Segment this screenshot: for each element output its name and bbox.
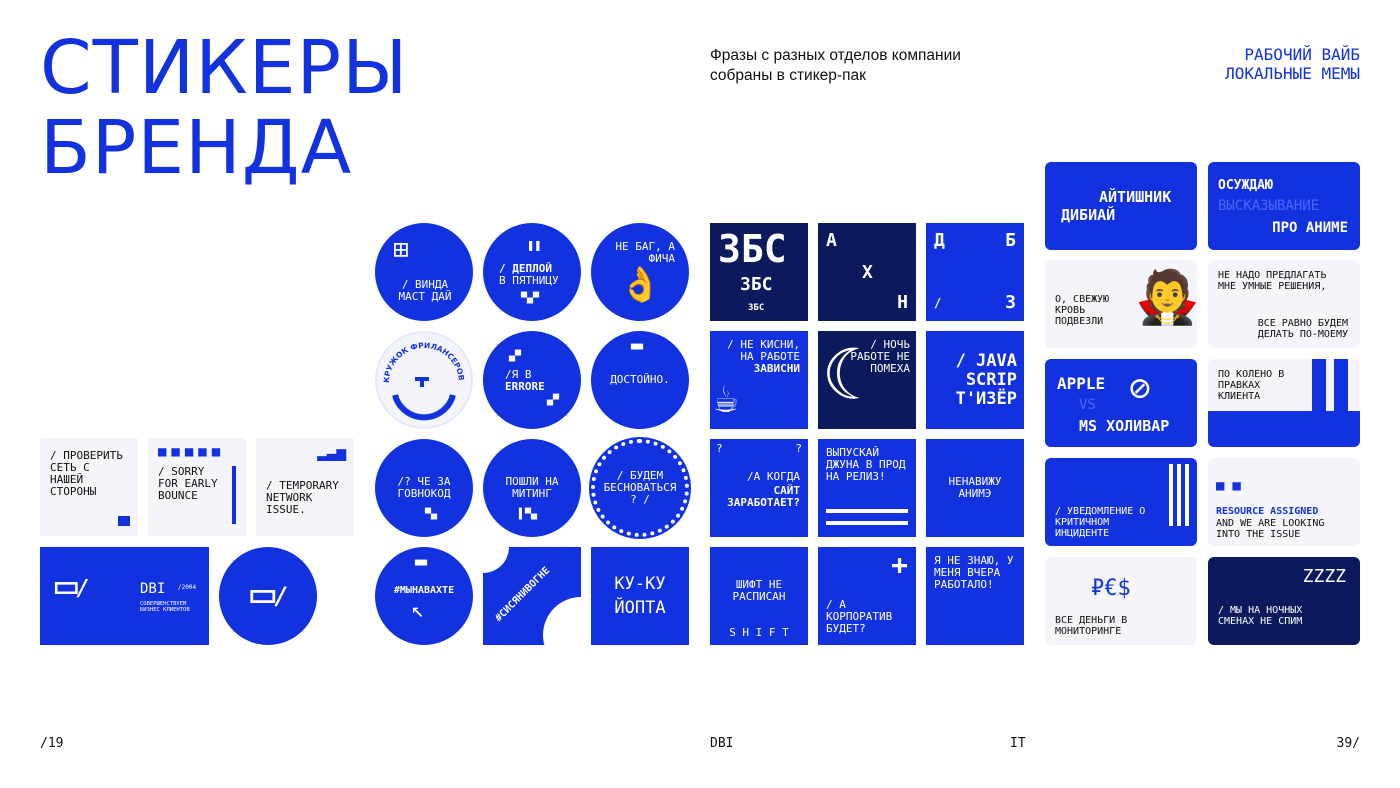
cursor-icon: ↖	[411, 598, 425, 623]
sticker-ne-kisni: / НЕ КИСНИ, НА РАБОТЕ ЗАВИСНИ ☕	[710, 331, 808, 429]
sticker-svezhaya-krov: О, СВЕЖУЮ КРОВЬ ПОДВЕЗЛИ 🧛	[1045, 260, 1197, 348]
sticker-sayt: ? ? /А КОГДА САЙТ ЗАРАБОТАЕТ?	[710, 439, 808, 537]
tagline: РАБОЧИЙ ВАЙБ ЛОКАЛЬНЫЕ МЕМЫ	[1225, 45, 1360, 83]
svg-text:КРУЖОК ФРИЛАНСЕРОВ: КРУЖОК ФРИЛАНСЕРОВ	[382, 341, 466, 383]
leg-decoration	[1334, 359, 1348, 419]
pixel-icon: ▌▀▄	[519, 509, 538, 520]
progress-line	[826, 509, 908, 513]
sticker-ne-nado: НЕ НАДО ПРЕДЛАГАТЬ МНЕ УМНЫЕ РЕШЕНИЯ, ВС…	[1208, 260, 1360, 348]
sticker-kruzhok: КРУЖОК ФРИЛАНСЕРОВ	[375, 331, 473, 429]
sticker-sorry-bounce: ■■■■■ / SORRY FOR EARLY BOUNCE	[148, 438, 246, 536]
sticker-dengi: ₽€$ ВСЕ ДЕНЬГИ В МОНИТОРИНГЕ	[1045, 557, 1197, 645]
moon-icon: ☾	[822, 334, 865, 416]
sticker-ne-bag: НЕ БАГ, А ФИЧА 👌	[591, 223, 689, 321]
pixel-icon: ▄▀	[547, 395, 560, 406]
dbi-logo-icon: ⊏⊐/	[249, 582, 288, 610]
sticker-osuzhdayu: ОСУЖДАЮ ВЫСКАЗЫВАНИЕ ПРО АНИМЕ	[1208, 162, 1360, 250]
pixel-icon: ▀▄	[425, 509, 438, 520]
sticker-aytishnik: АЙТИШНИК ДИБИАЙ	[1045, 162, 1197, 250]
sticker-apple-vs-ms: APPLE VS MS ХОЛИВАР ⊘	[1045, 359, 1197, 447]
dbi-logo-icon: ⊏⊐/	[54, 576, 90, 601]
sticker-dbi-logo: ⊏⊐/ DBI /2004 СОВЕРШЕНСТВУЕМ БИЗНЕС КЛИЕ…	[40, 547, 209, 645]
footer-section: IT	[1010, 736, 1026, 751]
circle-decoration	[483, 547, 509, 573]
ban-icon: ⊘	[1129, 368, 1151, 409]
sticker-deploy: ❚❚ / ДЕПЛОЙ В ПЯТНИЦУ ▀▄▀	[483, 223, 581, 321]
sticker-check-network: / ПРОВЕРИТЬ СЕТЬ С НАШЕЙ СТОРОНЫ	[40, 438, 138, 536]
page-subtitle: Фразы с разных отделов компании собраны …	[710, 47, 961, 84]
sticker-zbs: ЗБС ЗБС ЗБС	[710, 223, 808, 321]
dots-decoration: ■■■■■	[158, 444, 226, 460]
circle-decoration	[543, 597, 581, 645]
sticker-noch: ☾ / НОЧЬ РАБОТЕ НЕ ПОМЕХА	[818, 331, 916, 429]
sticker-ne-znayu: Я НЕ ЗНАЮ, У МЕНЯ ВЧЕРА РАБОТАЛО!	[926, 547, 1024, 645]
sticker-po-koleno: ПО КОЛЕНО В ПРАВКАХ КЛИЕНТА	[1208, 359, 1360, 447]
pixel-icon: ▀▀	[631, 345, 644, 356]
sticker-java: / JAVA SCRIP Т'ИЗЁР	[926, 331, 1024, 429]
sticker-shift: ШИФТ НЕ РАСПИСАН S H I F T	[710, 547, 808, 645]
sticker-besnovatsya: / БУДЕМ БЕСНОВАТЬСЯ ? /	[591, 439, 689, 537]
sticker-uvedomlenie: / УВЕДОМЛЕНИЕ О КРИТИЧНОМ ИНЦИДЕНТЕ	[1045, 458, 1197, 546]
sticker-dbi-circle: ⊏⊐/	[219, 547, 317, 645]
progress-line	[826, 521, 908, 525]
pixel-icon: ▄▀	[509, 351, 522, 362]
sticker-resource-assigned: ■■ RESOURCE ASSIGNED AND WE ARE LOOKING …	[1208, 458, 1360, 546]
ok-hand-icon: 👌	[619, 265, 662, 305]
sticker-nenavizhu: НЕНАВИЖУ АНИМЭ	[926, 439, 1024, 537]
footer-brand: DBI	[710, 736, 734, 751]
plus-icon: +	[891, 548, 908, 581]
smile-icon: КРУЖОК ФРИЛАНСЕРОВ	[382, 341, 466, 421]
sticker-miting: ПОШЛИ НА МИТИНГ ▌▀▄	[483, 439, 581, 537]
page-number-left: /19	[40, 736, 64, 751]
vampire-icon: 🧛	[1135, 268, 1197, 328]
windows-icon: ⊞	[393, 235, 409, 265]
bar-decoration	[1177, 464, 1181, 526]
bar-decoration	[1185, 464, 1189, 526]
page-title: СТИКЕРЫ БРЕНДА	[40, 25, 409, 191]
sticker-govnokod: /? ЧЕ ЗА ГОВНОКОД ▀▄	[375, 439, 473, 537]
sticker-nochnye-smeny: zzZZ / МЫ НА НОЧНЫХ СМЕНАХ НЕ СПИМ	[1208, 557, 1360, 645]
sticker-dostoyno: ▀▀ ДОСТОЙНО.	[591, 331, 689, 429]
bar-decoration	[232, 466, 236, 524]
page-number-right: 39/	[1336, 736, 1360, 751]
pixel-icon: ■■	[1216, 478, 1249, 494]
sticker-vinda: ⊞ / ВИНДА МАСТ ДАЙ	[375, 223, 473, 321]
sticker-db: Д Б / З	[926, 223, 1024, 321]
bar-decoration	[1169, 464, 1173, 526]
sticker-vypuskay: ВЫПУСКАЙ ДЖУНА В ПРОД НА РЕЛИЗ!	[818, 439, 916, 537]
sticker-sisyanivogne: #СИСЯНИВОГНЕ	[483, 547, 581, 645]
sticker-ahn: А Х Н	[818, 223, 916, 321]
pixel-icon	[118, 516, 130, 526]
pixel-icon: ▀▀	[415, 561, 428, 572]
pixel-icon: ▀▄▀	[521, 293, 540, 304]
coffee-cup-icon: ☕	[714, 376, 739, 422]
currency-icons: ₽€$	[1091, 576, 1131, 601]
sticker-korporativ: + / А КОРПОРАТИВ БУДЕТ?	[818, 547, 916, 645]
sticker-ku-ku: КУ-КУ ЙОПТА	[591, 547, 689, 645]
leg-decoration	[1312, 359, 1326, 419]
sticker-temporary-issue: ▂▃▅ / TEMPORARY NETWORK ISSUE.	[256, 438, 354, 536]
signal-icon: ▂▃▅	[317, 442, 346, 461]
pause-icon: ❚❚	[527, 238, 542, 252]
sticker-vahta: ▀▀ #МЫНАВАХТЕ ↖	[375, 547, 473, 645]
sticker-error: ▄▀ /Я В ERRORE ▄▀	[483, 331, 581, 429]
